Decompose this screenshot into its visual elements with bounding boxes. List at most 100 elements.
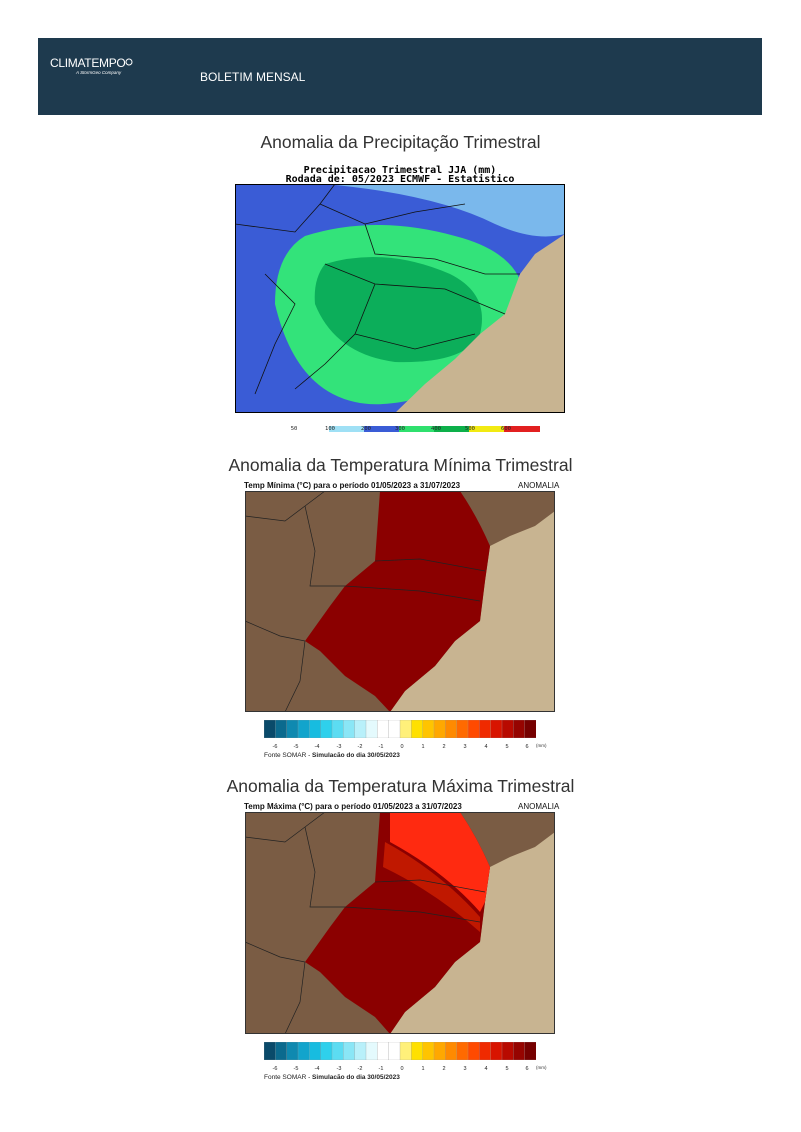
precip-legend-swatch xyxy=(294,426,329,432)
tmax-legend-unit: (mm) xyxy=(536,1065,547,1070)
temp-scale-swatch xyxy=(309,719,322,739)
tmin-borders xyxy=(245,491,486,712)
precip-map xyxy=(235,184,565,413)
precip-map-title-line1: Precipitacao Trimestral JJA (mm) xyxy=(303,165,497,176)
temp-scale-swatch xyxy=(422,1041,435,1061)
tmin-legend: -6 -5 -4 -3 -2 -1 0 1 2 3 4 5 6 (mm) xyxy=(263,719,547,750)
tmax-ocean xyxy=(390,832,555,1034)
tmax-map-caption: Temp Máxima (°C) para o período 01/05/20… xyxy=(244,802,462,811)
temp-scale-swatch xyxy=(263,1041,276,1061)
climatempo-logo: CLIMATEMPO A StormGeo Company xyxy=(50,56,126,75)
tmin-legend-bar xyxy=(263,719,537,739)
precip-legend-swatch xyxy=(469,426,504,432)
tmax-legend-tick: 5 xyxy=(505,1066,509,1072)
temp-scale-swatch xyxy=(479,719,492,739)
precip-ocean xyxy=(395,234,565,413)
tmin-legend-tick: 5 xyxy=(505,744,509,750)
temp-scale-swatch xyxy=(501,1041,514,1061)
tmin-legend-unit: (mm) xyxy=(536,743,547,748)
temp-scale-swatch xyxy=(297,1041,310,1061)
temp-scale-swatch xyxy=(467,1041,480,1061)
tmax-legend-tick: 0 xyxy=(400,1066,404,1072)
tmax-legend-tick: -5 xyxy=(293,1066,299,1072)
temp-scale-swatch xyxy=(467,719,480,739)
precip-legend-tick: 500 xyxy=(465,426,475,432)
precip-map-title-line2: Rodada de: 05/2023 ECMWF - Estatistico xyxy=(285,174,515,185)
precip-legend-tick: 400 xyxy=(431,426,441,432)
tmax-legend-tick: 2 xyxy=(442,1066,446,1072)
tmin-ocean xyxy=(390,511,555,712)
tmin-legend-tick: 0 xyxy=(400,744,404,750)
tmin-section-title: Anomalia da Temperatura Mínima Trimestra… xyxy=(228,455,573,475)
temp-scale-swatch xyxy=(411,1041,424,1061)
tmax-legend-tick: -3 xyxy=(336,1066,342,1072)
temp-scale-swatch xyxy=(513,719,526,739)
logo-tagline: A StormGeo Company xyxy=(76,70,122,75)
temp-scale-swatch xyxy=(456,719,469,739)
precip-legend-swatch xyxy=(364,426,399,432)
temp-scale-swatch xyxy=(422,719,435,739)
temp-scale-swatch xyxy=(365,1041,378,1061)
temp-scale-swatch xyxy=(388,719,401,739)
precip-map-frame xyxy=(235,184,565,413)
tmin-map-caption: Temp Mínima (°C) para o período 01/05/20… xyxy=(244,481,461,490)
temp-scale-swatch xyxy=(275,719,288,739)
temp-scale-swatch xyxy=(399,719,412,739)
precip-section-title: Anomalia da Precipitação Trimestral xyxy=(260,132,541,152)
tmin-map xyxy=(245,491,555,712)
temp-scale-swatch xyxy=(343,1041,356,1061)
tmax-legend-tick: -4 xyxy=(314,1066,320,1072)
temp-scale-swatch xyxy=(365,719,378,739)
precip-legend-swatch xyxy=(434,426,469,432)
precip-legend-tick: 600 xyxy=(501,426,511,432)
temp-scale-swatch xyxy=(331,719,344,739)
tmax-map-frame xyxy=(245,812,555,1034)
tmax-legend-tick: -1 xyxy=(378,1066,384,1072)
tmax-legend: -6 -5 -4 -3 -2 -1 0 1 2 3 4 5 6 (mm) xyxy=(263,1041,547,1072)
tmin-legend-tick: -4 xyxy=(314,744,320,750)
temp-scale-swatch xyxy=(343,719,356,739)
temp-scale-swatch xyxy=(377,1041,390,1061)
tmax-source-prefix: Fonte SOMAR - xyxy=(264,1074,313,1081)
tmin-anomaly-zone xyxy=(305,491,490,712)
tmax-map-caption-right: ANOMALIA xyxy=(518,802,560,811)
tmin-legend-tick: 6 xyxy=(525,744,529,750)
tmax-map xyxy=(245,812,555,1034)
temp-scale-swatch xyxy=(320,1041,333,1061)
temp-scale-swatch xyxy=(524,719,537,739)
precip-legend-tick: 200 xyxy=(361,426,371,432)
temp-scale-swatch xyxy=(309,1041,322,1061)
temp-scale-swatch xyxy=(354,719,367,739)
temp-scale-swatch xyxy=(354,1041,367,1061)
temp-scale-swatch xyxy=(286,719,299,739)
temp-scale-swatch xyxy=(501,719,514,739)
temp-scale-swatch xyxy=(433,1041,446,1061)
temp-scale-swatch xyxy=(456,1041,469,1061)
tmin-source-note: Fonte SOMAR - Simulacão do dia 30/05/202… xyxy=(264,752,400,759)
precip-legend-swatch xyxy=(329,426,364,432)
tmax-source-sim: Simulacão do dia 30/05/2023 xyxy=(312,1074,400,1081)
logo-circle-icon xyxy=(125,58,133,66)
tmin-legend-tick: 3 xyxy=(463,744,467,750)
tmin-legend-tick: -3 xyxy=(336,744,342,750)
tmin-legend-tick: -6 xyxy=(272,744,278,750)
tmin-source-prefix: Fonte SOMAR - xyxy=(264,752,313,759)
temp-scale-swatch xyxy=(286,1041,299,1061)
tmin-legend-tick: 4 xyxy=(484,744,488,750)
temp-scale-swatch xyxy=(263,719,276,739)
temp-scale-swatch xyxy=(445,719,458,739)
tmin-legend-tick: -2 xyxy=(357,744,363,750)
tmax-legend-tick: -2 xyxy=(357,1066,363,1072)
temp-scale-swatch xyxy=(320,719,333,739)
tmax-section-title: Anomalia da Temperatura Máxima Trimestra… xyxy=(226,776,575,796)
temp-scale-swatch xyxy=(297,719,310,739)
temp-scale-swatch xyxy=(490,1041,503,1061)
tmin-legend-tick: 1 xyxy=(421,744,425,750)
precip-legend-bar xyxy=(294,426,540,432)
tmax-anomaly-zone-mid xyxy=(383,842,480,932)
precip-legend-tick: 50 xyxy=(290,426,298,432)
tmax-legend-tick: 3 xyxy=(463,1066,467,1072)
precip-legend: 50 100 200 300 400 500 600 xyxy=(290,419,540,437)
tmax-legend-tick: 4 xyxy=(484,1066,488,1072)
temp-scale-swatch xyxy=(399,1041,412,1061)
